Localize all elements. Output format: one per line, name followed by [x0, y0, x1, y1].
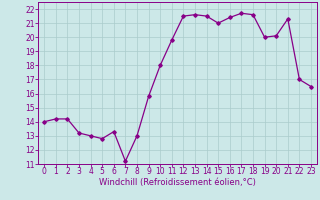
X-axis label: Windchill (Refroidissement éolien,°C): Windchill (Refroidissement éolien,°C) [99, 178, 256, 187]
